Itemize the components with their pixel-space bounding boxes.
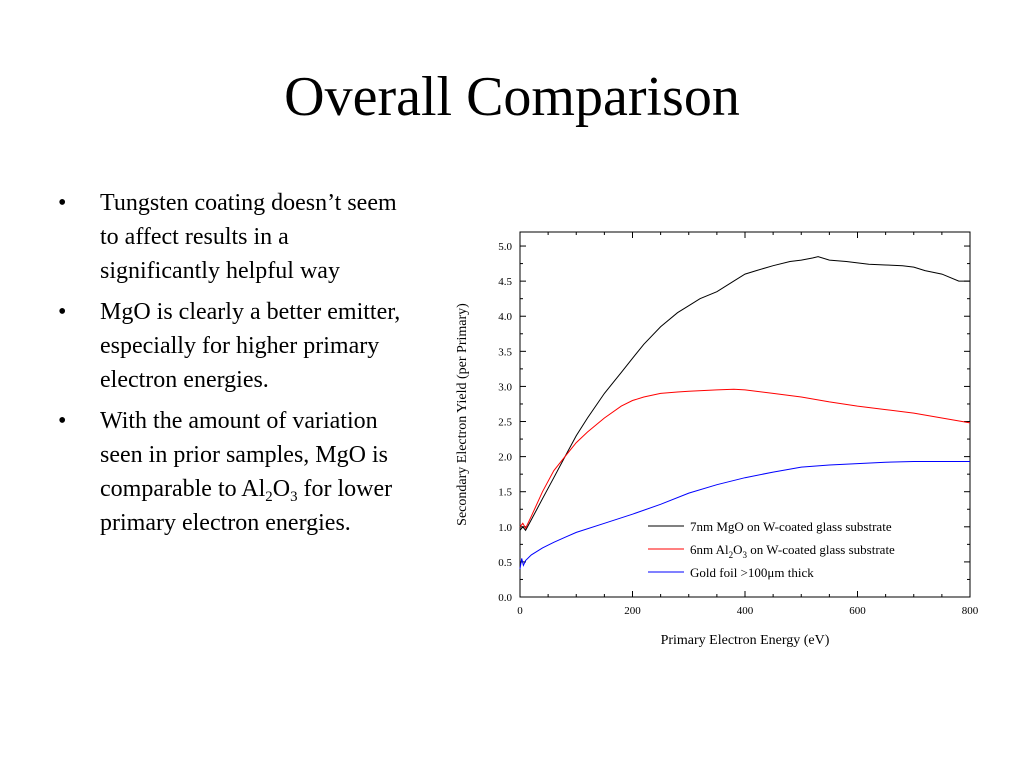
x-axis-label: Primary Electron Energy (eV) — [661, 633, 830, 648]
series-line — [519, 388, 971, 530]
bullet-item: • With the amount of variation seen in pr… — [58, 404, 408, 540]
bullet-text: MgO is clearly a better emitter, especia… — [100, 299, 401, 393]
yield-chart: 0.0 0.5 1.0 1.5 2.0 2.5 3.0 3.5 4.0 4.5 5.0 0 200 400… — [455, 231, 979, 648]
legend-entry: 6nm Al2O3 on W-coated glass substrate — [690, 542, 895, 560]
y-tick-label: 4.0 — [498, 311, 512, 323]
y-tick-label: 2.5 — [498, 417, 512, 429]
x-tick-label: 200 — [624, 605, 641, 617]
bullet-text: Tungsten coating doesn’t seem to affect … — [100, 190, 397, 284]
slide-title: Overall Comparison — [284, 66, 740, 128]
y-tick-label: 1.5 — [498, 487, 512, 499]
legend-text: 7nm MgO on W-coated glass substrate — [690, 519, 892, 534]
legend-subscript: 2 — [729, 550, 734, 560]
legend-subscript: 3 — [743, 550, 748, 560]
bullet-dot-icon: • — [58, 408, 67, 434]
y-tick-label: 3.5 — [498, 346, 512, 358]
bullet-text: O — [272, 476, 291, 502]
legend-entry: 7nm MgO on W-coated glass substrate — [690, 519, 892, 534]
y-tick-label: 3.0 — [498, 381, 512, 393]
legend-text: 6nm Al — [690, 542, 729, 557]
bullet-text: for lower primary electron energies. — [100, 476, 393, 536]
x-tick-label: 600 — [849, 605, 866, 617]
y-axis-label: Secondary Electron Yield (per Primary) — [455, 303, 470, 526]
legend-entry: Gold foil >100μm thick — [690, 565, 814, 580]
series-line — [519, 256, 970, 532]
legend-text: O — [733, 542, 742, 557]
bullet-subscript: 2 — [265, 489, 273, 506]
bullet-item: • MgO is clearly a better emitter, especi… — [58, 295, 408, 397]
bullet-list: • Tungsten coating doesn’t seem to affect… — [58, 186, 408, 547]
bullet-text: With the amount of variation seen in pri… — [100, 408, 388, 502]
plot-frame — [519, 231, 971, 598]
bullet-subscript: 3 — [290, 489, 298, 506]
series-line — [519, 461, 970, 569]
legend-text: on W-coated glass substrate — [747, 542, 895, 557]
y-tick-label: 5.0 — [498, 241, 512, 253]
x-tick-label: 0 — [517, 605, 523, 617]
y-tick-label: 1.0 — [498, 522, 512, 534]
bullet-item: • Tungsten coating doesn’t seem to affect… — [58, 186, 408, 288]
y-tick-label: 2.0 — [498, 452, 512, 464]
y-tick-label: 4.5 — [498, 276, 512, 288]
x-tick-label: 400 — [737, 605, 754, 617]
legend-text: Gold foil >100μm thick — [690, 565, 814, 580]
y-tick-label: 0.0 — [498, 592, 512, 604]
x-tick-label: 800 — [962, 605, 979, 617]
y-tick-label: 0.5 — [498, 557, 512, 569]
bullet-dot-icon: • — [58, 190, 67, 216]
bullet-dot-icon: • — [58, 299, 67, 325]
